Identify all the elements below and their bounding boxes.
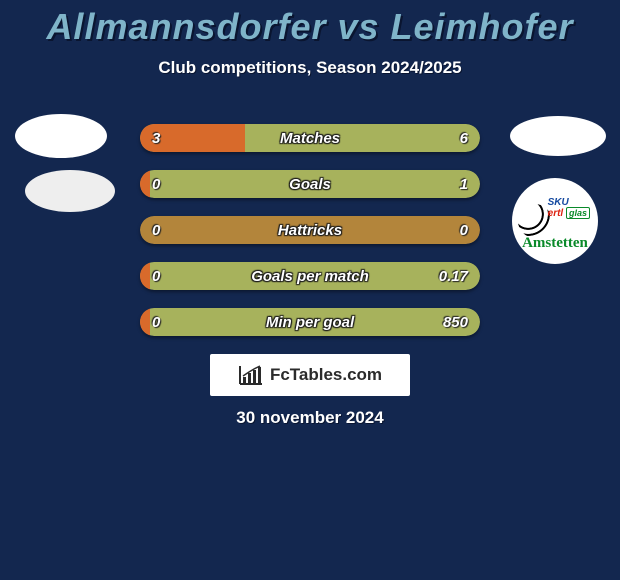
- stat-label: Matches: [140, 124, 480, 152]
- brand-box: FcTables.com: [210, 354, 410, 396]
- stat-label: Min per goal: [140, 308, 480, 336]
- stat-label: Goals per match: [140, 262, 480, 290]
- stat-bar-row: 01Goals: [140, 170, 480, 198]
- player2-logo-1: [510, 116, 606, 156]
- stat-label: Hattricks: [140, 216, 480, 244]
- brand-chart-icon: [238, 364, 264, 386]
- badge-line2-red: ertl: [548, 208, 564, 219]
- player1-logo-2: [25, 170, 115, 212]
- badge-line2-green: glas: [566, 207, 590, 219]
- stat-bar-row: 00.17Goals per match: [140, 262, 480, 290]
- player1-logo-1: [15, 114, 107, 158]
- badge-bottom-text: Amstetten: [512, 235, 598, 252]
- page-subtitle: Club competitions, Season 2024/2025: [0, 58, 620, 78]
- badge-line1: SKU: [548, 197, 569, 208]
- stat-bars-container: 36Matches 01Goals 00Hattricks 00.17Goals pe…: [140, 124, 480, 354]
- brand-text: FcTables.com: [270, 365, 382, 385]
- stat-bar-row: 00Hattricks: [140, 216, 480, 244]
- club-badge-text: SKU ertl glas: [548, 198, 590, 219]
- stat-bar-row: 0850Min per goal: [140, 308, 480, 336]
- date-text: 30 november 2024: [0, 408, 620, 428]
- stat-bar-row: 36Matches: [140, 124, 480, 152]
- page-title: Allmannsdorfer vs Leimhofer: [0, 0, 620, 48]
- stat-label: Goals: [140, 170, 480, 198]
- player2-club-badge: SKU ertl glas Amstetten: [512, 178, 598, 264]
